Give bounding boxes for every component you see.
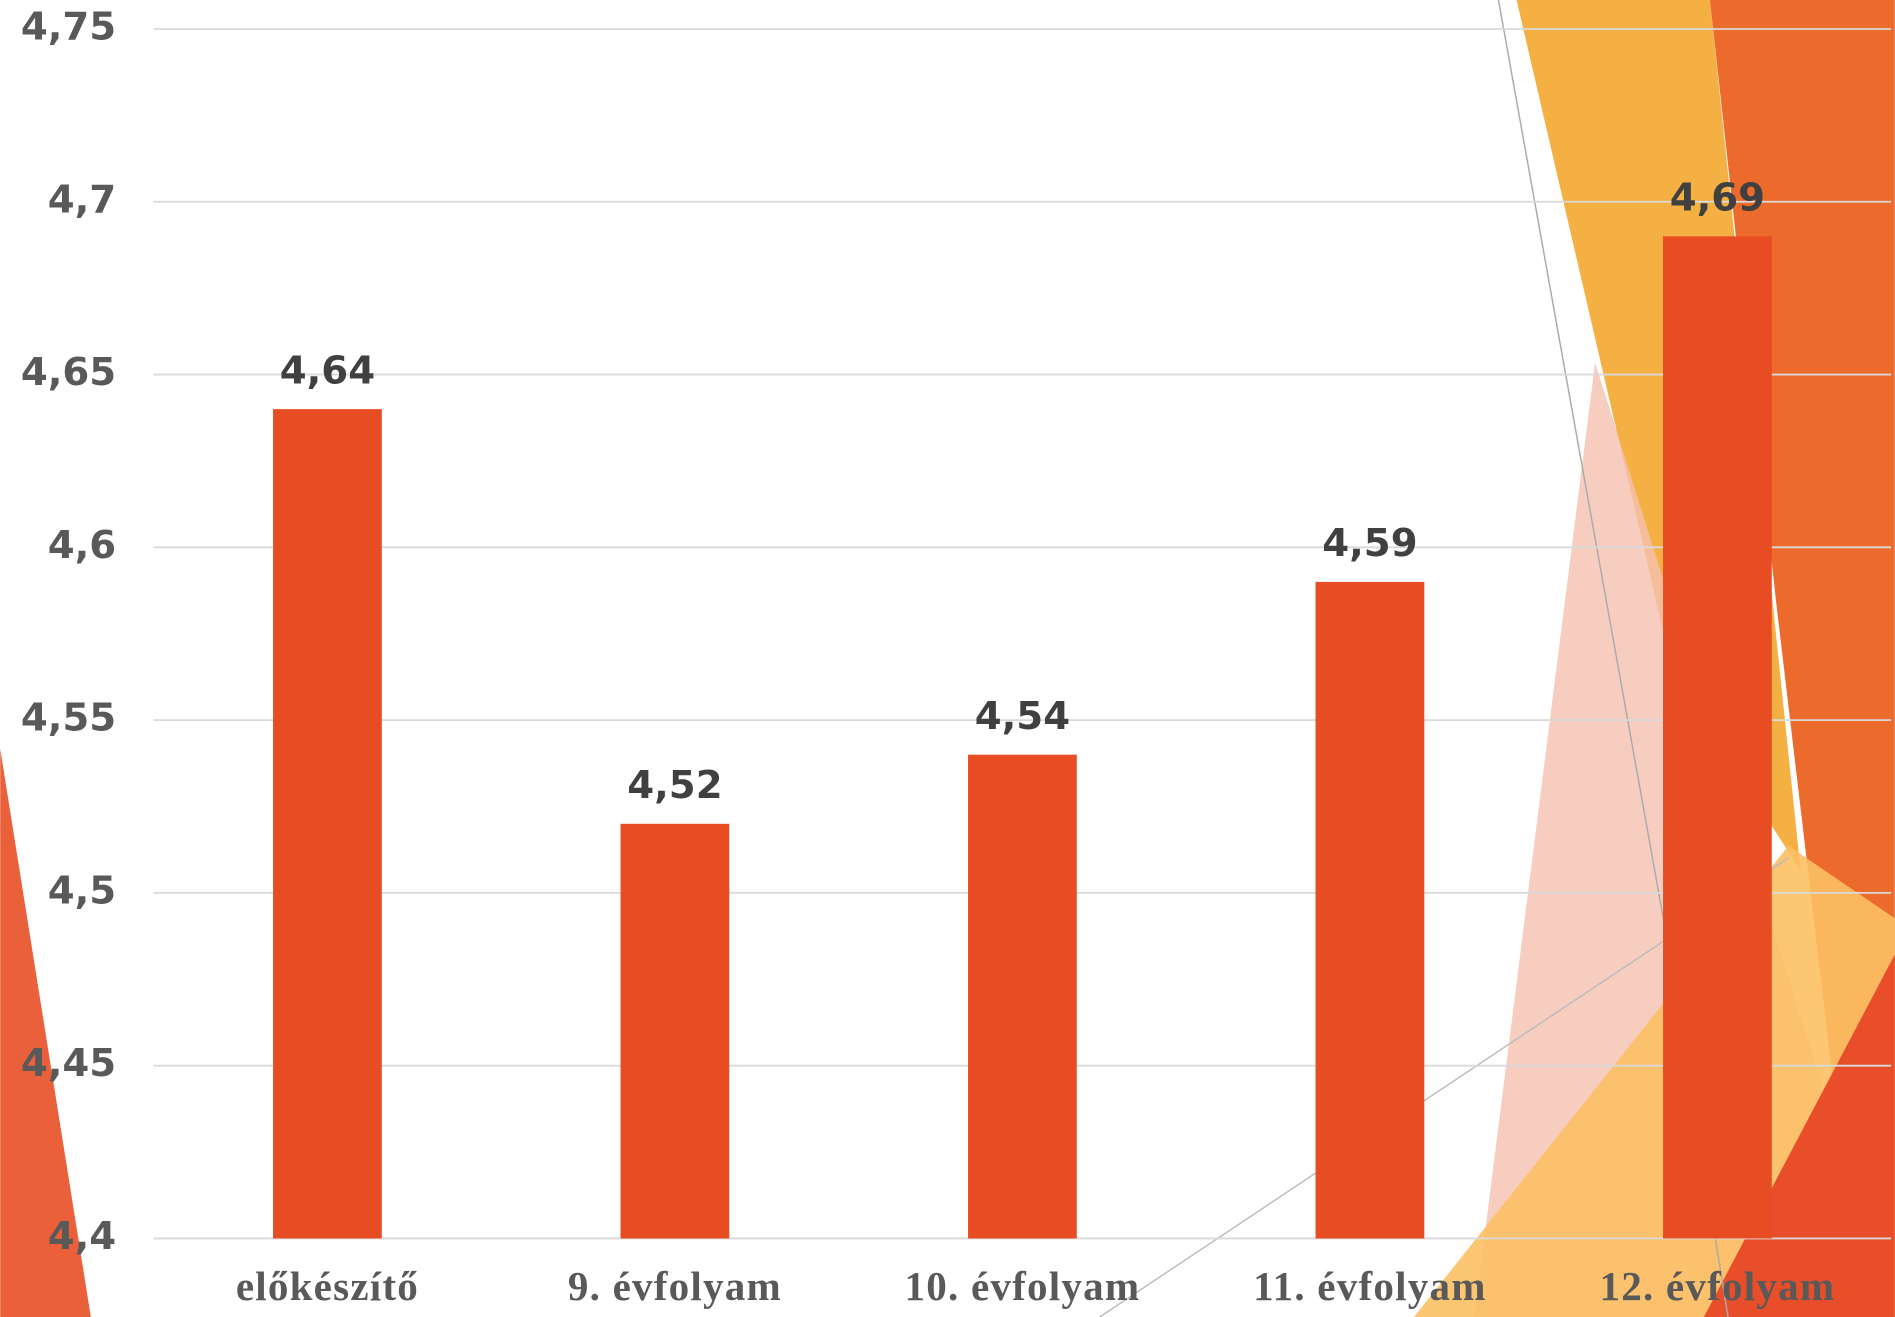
bar: [1315, 581, 1425, 1239]
x-tick-label: 12. évfolyam: [1599, 1263, 1835, 1309]
y-tick-label: 4,6: [48, 523, 116, 568]
x-tick-label: 10. évfolyam: [904, 1263, 1140, 1309]
bar: [273, 409, 382, 1239]
data-label: 4,69: [1670, 176, 1765, 221]
data-label: 4,52: [627, 763, 722, 808]
x-tick-label: 9. évfolyam: [568, 1263, 782, 1309]
bar: [620, 823, 730, 1239]
y-tick-label: 4,45: [21, 1041, 116, 1086]
y-tick-label: 4,55: [21, 696, 116, 741]
y-tick-label: 4,75: [21, 4, 116, 49]
y-tick-label: 4,7: [48, 177, 116, 222]
data-label: 4,64: [280, 348, 375, 393]
y-tick-label: 4,5: [48, 868, 116, 913]
data-label: 4,59: [1322, 521, 1417, 566]
bar: [968, 754, 1077, 1239]
x-tick-label: előkészítő: [236, 1263, 419, 1309]
data-label: 4,54: [975, 694, 1070, 739]
y-tick-label: 4,4: [48, 1214, 116, 1259]
y-tick-label: 4,65: [21, 350, 116, 395]
bar: [1663, 236, 1772, 1239]
x-tick-label: 11. évfolyam: [1253, 1263, 1487, 1309]
